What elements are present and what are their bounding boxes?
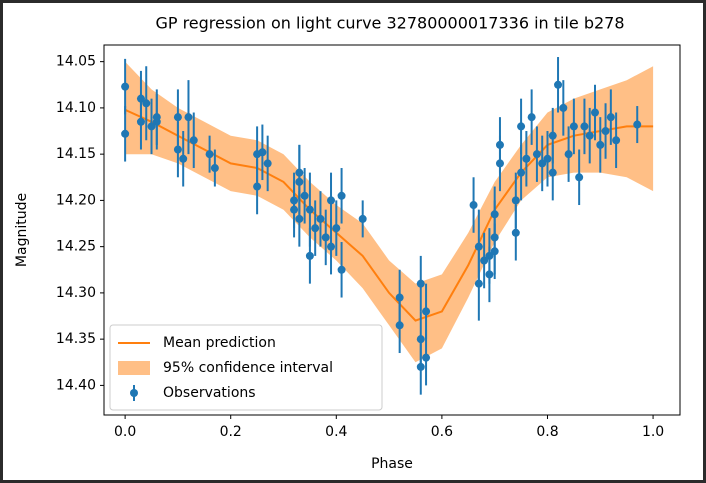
y-tick-label: 14.30 <box>56 285 96 301</box>
observation <box>173 145 182 154</box>
observation <box>358 214 367 223</box>
observation <box>538 159 547 168</box>
y-tick-label: 14.25 <box>56 239 96 255</box>
observation <box>548 131 557 140</box>
observation <box>511 228 520 237</box>
observation <box>210 164 219 173</box>
y-axis-label: Magnitude <box>14 193 30 267</box>
observation <box>152 113 161 122</box>
observation <box>332 224 341 233</box>
observation <box>543 154 552 163</box>
observation <box>517 168 526 177</box>
x-tick-label: 0.4 <box>325 424 347 440</box>
observation <box>422 307 431 316</box>
observation <box>517 122 526 131</box>
x-tick-label: 0.0 <box>114 424 136 440</box>
observation <box>490 210 499 219</box>
observation <box>205 150 214 159</box>
observation <box>511 196 520 205</box>
observation <box>290 205 299 214</box>
observation <box>569 122 578 131</box>
observation <box>337 191 346 200</box>
observation <box>469 201 478 210</box>
legend-label: Mean prediction <box>163 335 276 351</box>
x-tick-label: 0.2 <box>220 424 242 440</box>
observation <box>601 127 610 136</box>
observation <box>554 80 563 89</box>
y-tick-label: 14.10 <box>56 100 96 116</box>
observation <box>316 214 325 223</box>
x-tick-label: 0.6 <box>431 424 453 440</box>
legend-label: 95% confidence interval <box>163 360 333 376</box>
observation <box>416 279 425 288</box>
observation <box>548 168 557 177</box>
legend-patch <box>118 361 150 375</box>
observation <box>416 362 425 371</box>
observation <box>590 108 599 117</box>
observation <box>422 353 431 362</box>
chart-title: GP regression on light curve 32780000017… <box>155 14 624 33</box>
observation <box>606 113 615 122</box>
observation <box>564 150 573 159</box>
legend-box <box>109 324 383 411</box>
observation <box>147 122 156 131</box>
observation <box>173 113 182 122</box>
observation <box>121 82 130 91</box>
observation <box>253 182 262 191</box>
observation <box>490 247 499 256</box>
y-tick-label: 14.05 <box>56 54 96 70</box>
observation <box>580 122 589 131</box>
observation <box>337 265 346 274</box>
observation <box>184 113 193 122</box>
observation <box>305 205 314 214</box>
legend-label: Observations <box>163 385 256 401</box>
observation <box>142 99 151 108</box>
y-tick-label: 14.15 <box>56 146 96 162</box>
observation <box>327 196 336 205</box>
x-tick-label: 0.8 <box>536 424 558 440</box>
observation <box>485 270 494 279</box>
observation <box>474 279 483 288</box>
observation <box>633 120 642 129</box>
legend-marker <box>130 389 138 397</box>
observation <box>189 136 198 145</box>
x-tick-label: 1.0 <box>642 424 664 440</box>
observation <box>305 251 314 260</box>
observation <box>559 103 568 112</box>
y-tick-label: 14.35 <box>56 331 96 347</box>
observation <box>258 148 267 157</box>
observation <box>295 214 304 223</box>
observation <box>612 136 621 145</box>
y-tick-label: 14.40 <box>56 377 96 393</box>
observation <box>532 150 541 159</box>
observation <box>136 117 145 126</box>
observation <box>295 177 304 186</box>
observation <box>585 131 594 140</box>
observation <box>527 113 536 122</box>
observation <box>327 242 336 251</box>
confidence-band <box>125 61 654 363</box>
observation <box>311 224 320 233</box>
observation <box>575 173 584 182</box>
observation <box>263 159 272 168</box>
observation <box>321 233 330 242</box>
observation <box>121 129 130 138</box>
plot-frame <box>103 44 681 416</box>
x-axis-label: Phase <box>371 456 413 472</box>
observation <box>480 256 489 265</box>
observation <box>179 154 188 163</box>
y-tick-label: 14.20 <box>56 192 96 208</box>
observation <box>395 321 404 330</box>
observation <box>495 140 504 149</box>
observation <box>300 191 309 200</box>
observation <box>596 140 605 149</box>
observation <box>522 154 531 163</box>
